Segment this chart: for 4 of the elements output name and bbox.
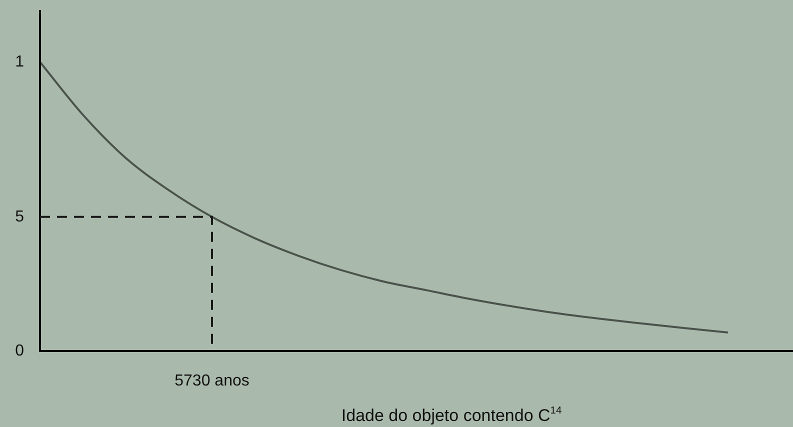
text: 5730 anos xyxy=(174,372,250,390)
annotation: 1 xyxy=(15,53,24,70)
annotation: 5 xyxy=(15,208,24,226)
annotation: 0 xyxy=(15,342,24,360)
